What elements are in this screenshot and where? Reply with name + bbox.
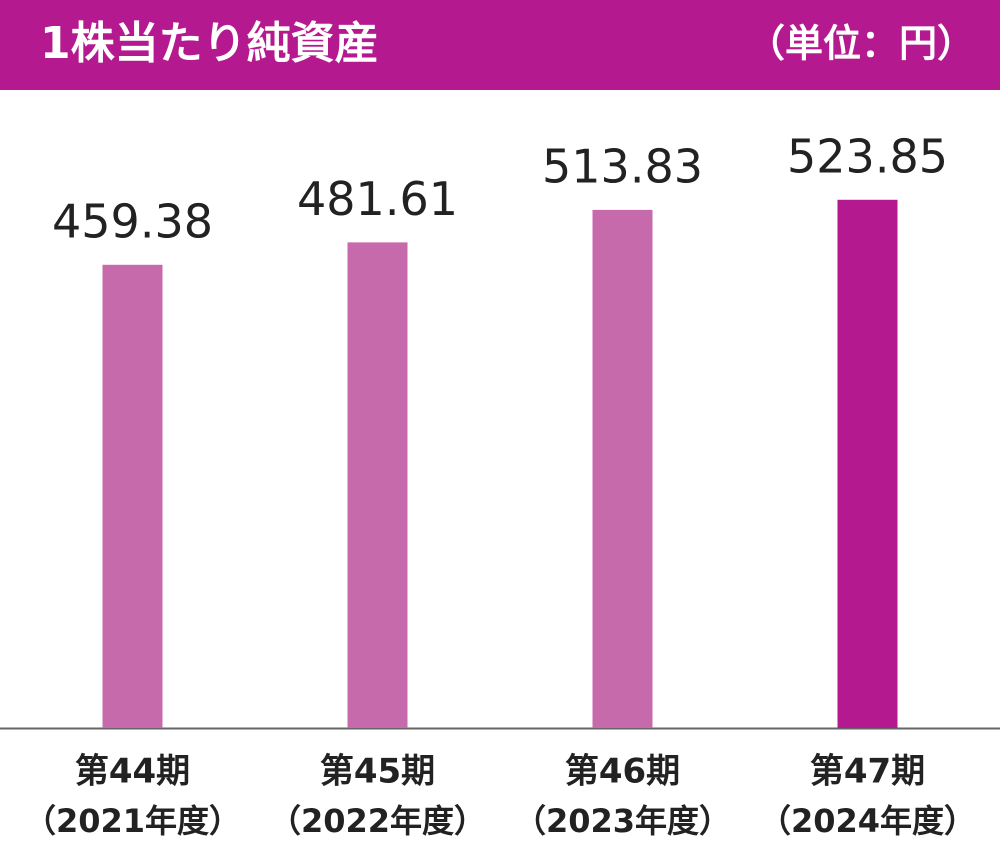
value-label: 481.61 xyxy=(297,172,458,226)
x-tick-label: 第45期 xyxy=(320,752,435,792)
value-label: 523.85 xyxy=(787,129,948,183)
value-label: 459.38 xyxy=(52,194,213,248)
x-tick-sublabel: （2023年度） xyxy=(514,802,731,840)
x-tick-label: 第47期 xyxy=(810,752,925,792)
x-tick-sublabel: （2022年度） xyxy=(269,802,486,840)
header-band xyxy=(0,0,1000,90)
x-tick-sublabel: （2024年度） xyxy=(759,802,976,840)
bar xyxy=(592,209,653,729)
bar xyxy=(102,264,163,728)
bar xyxy=(837,199,898,729)
unit-label: （単位：円） xyxy=(747,22,975,66)
x-tick-sublabel: （2021年度） xyxy=(24,802,241,840)
bar xyxy=(347,242,408,728)
x-tick-label: 第44期 xyxy=(75,752,190,792)
x-tick-label: 第46期 xyxy=(565,752,680,792)
chart-title: 1株当たり純資産 xyxy=(40,18,379,69)
value-label: 513.83 xyxy=(542,139,703,193)
